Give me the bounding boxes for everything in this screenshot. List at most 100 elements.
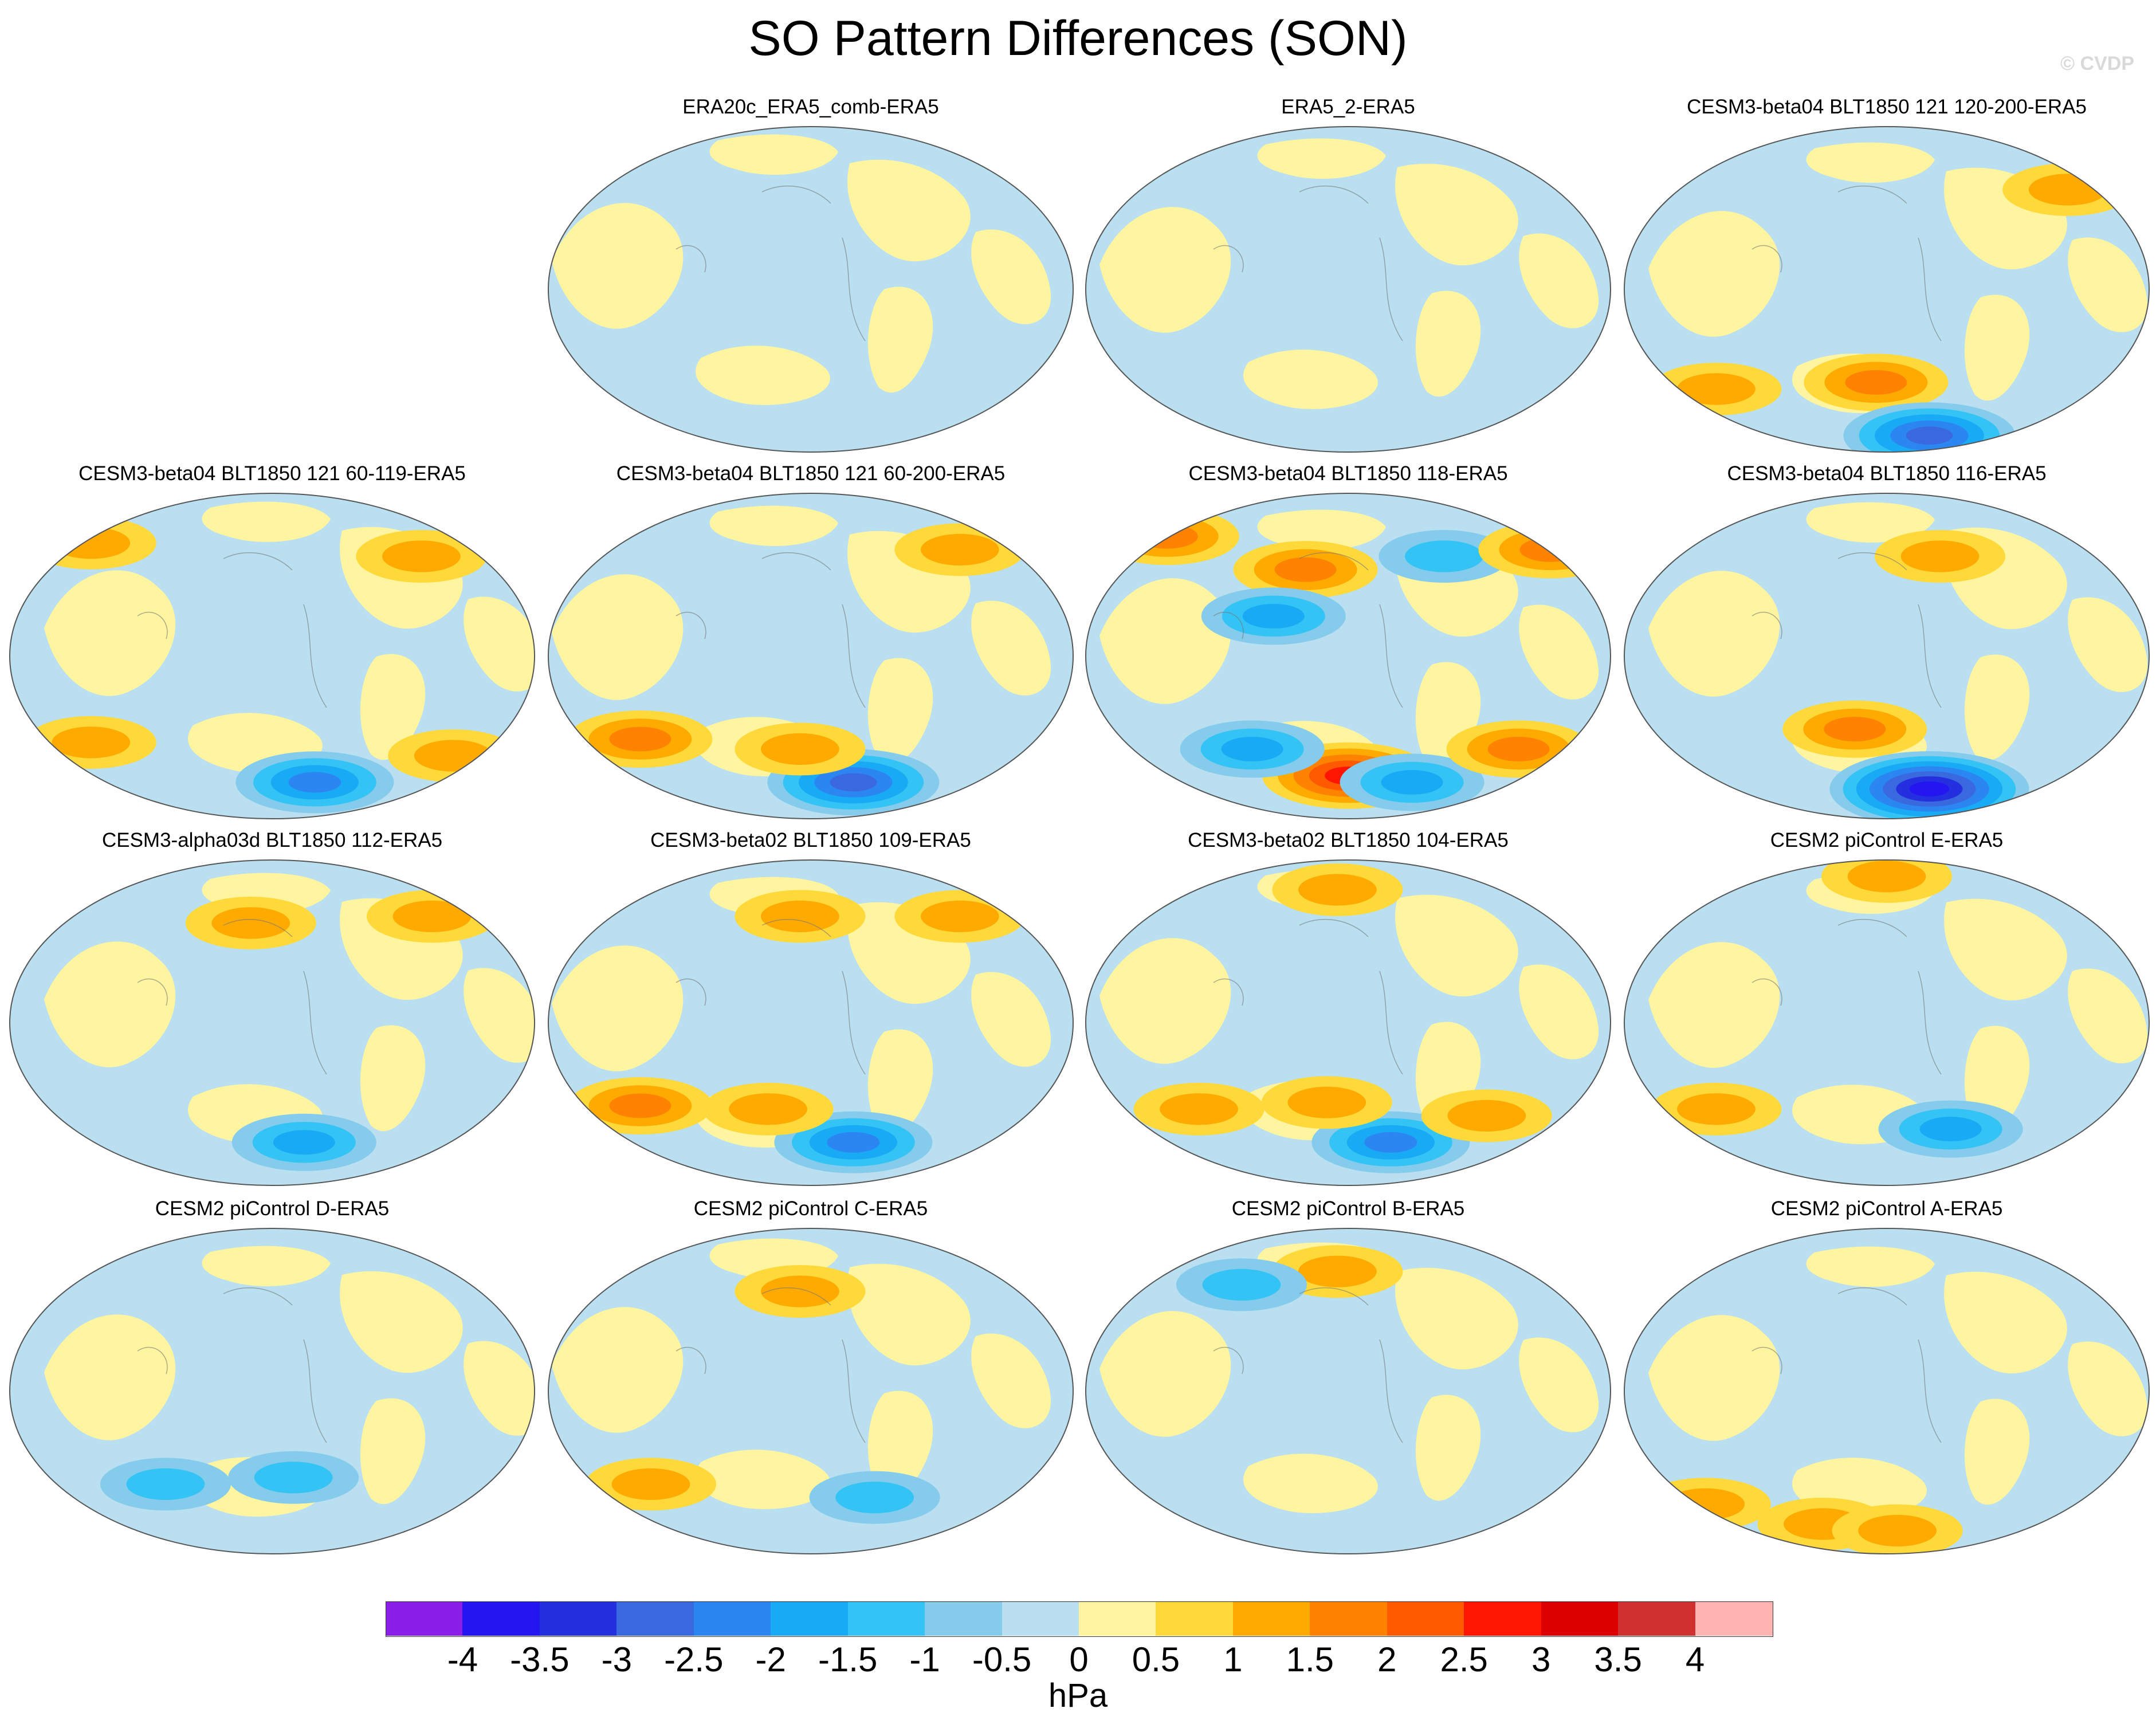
field-positive-region: [867, 286, 933, 393]
anomaly-contour: [1274, 557, 1337, 582]
field-positive-region: [1806, 1246, 1935, 1287]
anomaly-contour: [1900, 540, 1980, 572]
anomaly-contour: [609, 1093, 671, 1118]
field-positive-region: [696, 345, 830, 405]
panel-title: ERA5_2-ERA5: [1281, 96, 1415, 118]
colorbar-box: [847, 1601, 925, 1636]
panel-title: CESM3-beta02 BLT1850 109-ERA5: [650, 829, 971, 851]
field-positive-region: [44, 941, 176, 1067]
field-positive-region: [1964, 294, 2030, 401]
anomaly-contour: [1298, 1255, 1377, 1287]
field-positive-region: [709, 505, 838, 546]
coastline: [676, 552, 866, 708]
colorbar-box: [925, 1601, 1003, 1636]
anomaly-contour: [1202, 1269, 1281, 1301]
colorbar-box: [462, 1601, 540, 1636]
anomaly-contour: [921, 900, 999, 932]
anomaly-contour: [273, 1130, 335, 1155]
anomaly-contour: [1845, 370, 1907, 395]
map-outline: [548, 1228, 1074, 1554]
field-positive-region: [1648, 942, 1780, 1068]
panel-title: CESM3-beta04 BLT1850 121 120-200-ERA5: [1687, 96, 2087, 118]
map-outline: [1624, 493, 2150, 819]
colorbar-box: [1695, 1601, 1773, 1636]
anomaly-contour: [1447, 1099, 1526, 1132]
coastline: [1213, 185, 1403, 341]
map-outline: [1624, 1228, 2150, 1554]
anomaly-contour: [1847, 861, 1926, 893]
field-positive-region: [1964, 1399, 2030, 1505]
map-panel: CESM3-beta02 BLT1850 104-ERA5: [1082, 828, 1615, 1195]
colorbar-tick-label: -2.5: [664, 1640, 724, 1679]
anomaly-contour: [211, 907, 290, 939]
anomaly-contour: [1677, 1093, 1756, 1125]
anomaly-contour: [382, 540, 461, 572]
map-panel: CESM3-beta04 BLT1850 118-ERA5: [1082, 461, 1615, 828]
anomaly-contour: [611, 1468, 690, 1500]
field-positive-region: [1395, 163, 1518, 266]
colorbar-box: [539, 1601, 617, 1636]
colorbar-box: [1156, 1601, 1234, 1636]
coastline: [676, 1287, 866, 1443]
colorbar-units: hPa: [1048, 1677, 1108, 1714]
colorbar-box: [771, 1601, 849, 1636]
map-panel: CESM2 piControl C-ERA5: [544, 1196, 1077, 1563]
colorbar-tick-label: -3.5: [510, 1640, 570, 1679]
anomaly-contour: [921, 533, 999, 565]
anomaly-contour: [52, 527, 131, 559]
colorbar-box: [1079, 1601, 1156, 1636]
anomaly-contour: [1487, 736, 1550, 761]
field-positive-region: [2068, 968, 2148, 1063]
anomaly-contour: [761, 900, 839, 932]
field-positive-region: [464, 596, 535, 692]
colorbar-tick-label: 4: [1685, 1640, 1705, 1679]
anomaly-contour: [1381, 769, 1443, 795]
anomaly-contour: [1242, 603, 1305, 629]
colorbar-box: [616, 1601, 694, 1636]
coastline: [1751, 1287, 1942, 1443]
colorbar-tick-label: -2: [755, 1640, 786, 1679]
map-panels: ERA20c_ERA5_comb-ERA5 ERA5_2-ERA5 CESM3-be…: [9, 95, 2153, 1563]
colorbar-box: [1002, 1601, 1079, 1636]
map-panel: CESM3-beta04 BLT1850 121 120-200-ERA5: [1620, 95, 2153, 461]
colorbar-tick-label: -1: [909, 1640, 940, 1679]
field-positive-region: [1519, 233, 1599, 328]
map-outline: [9, 1228, 535, 1554]
anomaly-contour: [1364, 1132, 1417, 1153]
field-positive-region: [1415, 1395, 1481, 1501]
anomaly-contour: [1824, 717, 1886, 742]
panel-title: CESM3-beta04 BLT1850 121 60-200-ERA5: [616, 462, 1006, 485]
panel-title: CESM2 piControl C-ERA5: [693, 1197, 928, 1220]
world-map: [9, 859, 535, 1186]
colorbar: [386, 1601, 1773, 1637]
world-map: [548, 859, 1074, 1186]
world-map: [9, 493, 535, 819]
anomaly-contour: [1115, 516, 1219, 557]
anomaly-contour: [1499, 529, 1603, 571]
colorbar-box: [1232, 1601, 1310, 1636]
field-positive-region: [1099, 1311, 1231, 1437]
colorbar-tick-label: -0.5: [972, 1640, 1032, 1679]
world-map: [1085, 1228, 1611, 1554]
field-positive-region: [1257, 509, 1386, 550]
map-panel: CESM3-beta04 BLT1850 121 60-200-ERA5: [544, 461, 1077, 828]
field-positive-region: [2068, 597, 2148, 692]
watermark: © CVDP: [2060, 53, 2134, 74]
field-positive-region: [2068, 1341, 2148, 1436]
field-positive-region: [44, 570, 176, 696]
field-positive-region: [1944, 898, 2067, 1001]
field-positive-region: [44, 1314, 176, 1440]
anomaly-contour: [1906, 426, 1953, 445]
field-positive-region: [696, 1450, 830, 1509]
anomaly-contour: [1909, 781, 1950, 797]
field-positive-region: [847, 159, 971, 262]
colorbar-tick-label: -4: [447, 1640, 478, 1679]
world-map: [548, 493, 1074, 819]
field-positive-region: [1648, 1315, 1780, 1441]
anomaly-contour: [1405, 540, 1483, 572]
anomaly-contour: [827, 1132, 880, 1153]
coastline: [1751, 918, 1942, 1075]
field-positive-region: [202, 501, 331, 542]
colorbar-box: [386, 1601, 463, 1636]
field-positive-region: [1415, 290, 1481, 397]
